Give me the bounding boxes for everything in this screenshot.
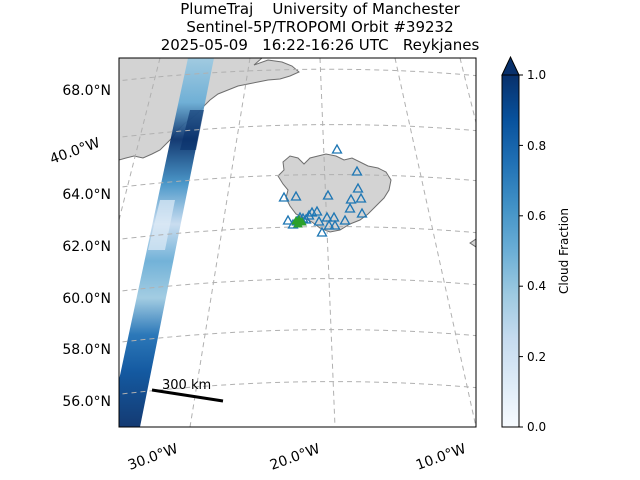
cb-tick-label-2: 0.4 [527, 279, 546, 293]
source-marker [293, 218, 303, 228]
title-line-1: PlumeTraj University of Manchester [180, 0, 460, 18]
volcano-marker [328, 211, 340, 222]
meridian-40w [119, 58, 161, 221]
cb-tick-label-3: 0.6 [527, 209, 546, 223]
lon-label-40w: 40.0°W [48, 135, 102, 168]
volcano-marker [345, 193, 357, 204]
lat-label-68: 68.0°N [62, 83, 111, 99]
volcano-marker [352, 182, 364, 193]
scale-bar [151, 388, 224, 403]
cb-tick-label-0: 0.0 [527, 420, 546, 434]
volcano-marker [331, 143, 343, 154]
lon-label-20w: 20.0°W [268, 441, 322, 474]
swath-clear-patch [148, 200, 175, 250]
title-line-2: Sentinel-5P/TROPOMI Orbit #39232 [186, 18, 454, 36]
lat-label-64: 64.0°N [62, 187, 111, 203]
lat-label-58: 58.0°N [62, 342, 111, 358]
lat-line-66 [119, 124, 476, 138]
volcano-marker [329, 219, 341, 230]
faroe-coast [469, 238, 476, 248]
scale-bar-label: 300 km [162, 378, 211, 393]
colorbar-extend-arrow [501, 55, 520, 76]
volcano-marker [356, 207, 368, 218]
graticule-latitudes [119, 68, 476, 395]
lat-line-58 [119, 329, 476, 343]
map-frame [118, 57, 477, 428]
lat-line-60 [119, 278, 476, 292]
lat-label-56: 56.0°N [62, 394, 111, 410]
cb-tick-label-4: 0.8 [527, 139, 546, 153]
volcano-marker [322, 189, 334, 200]
cb-tick-label-5: 1.0 [527, 68, 546, 82]
volcano-marker [344, 202, 356, 213]
lon-label-30w: 30.0°W [126, 441, 180, 474]
title-line-3: 2025-05-09 16:22-16:26 UTC Reykjanes [160, 36, 480, 54]
greenland-landmass [119, 58, 300, 161]
colorbar [501, 74, 520, 428]
volcano-marker [321, 211, 333, 222]
volcano-marker [282, 214, 294, 225]
meridian-20w [319, 58, 336, 427]
colorbar-label: Cloud Fraction [557, 208, 571, 294]
lat-label-60: 60.0°N [62, 291, 111, 307]
volcano-marker [311, 205, 323, 216]
graticule-meridians [119, 58, 476, 427]
volcano-marker [316, 226, 328, 237]
volcano-marker [313, 215, 325, 226]
lat-label-62: 62.0°N [62, 239, 111, 255]
lat-line-56 [119, 381, 476, 395]
lat-line-64 [119, 174, 476, 188]
volcano-marker [303, 209, 315, 220]
swath-dense-patch [180, 110, 204, 150]
volcano-marker [278, 191, 290, 202]
volcano-marker [300, 213, 312, 224]
cb-tick-label-1: 0.2 [527, 350, 546, 364]
volcano-marker [351, 165, 363, 176]
lon-label-10w: 10.0°W [414, 441, 468, 474]
volcano-marker [323, 219, 335, 230]
volcano-marker [339, 214, 351, 225]
iceland-landmass [277, 153, 392, 233]
source-markers [291, 214, 307, 228]
volcano-marker [355, 192, 367, 203]
lat-line-68 [119, 68, 476, 82]
volcano-marker [290, 190, 302, 201]
